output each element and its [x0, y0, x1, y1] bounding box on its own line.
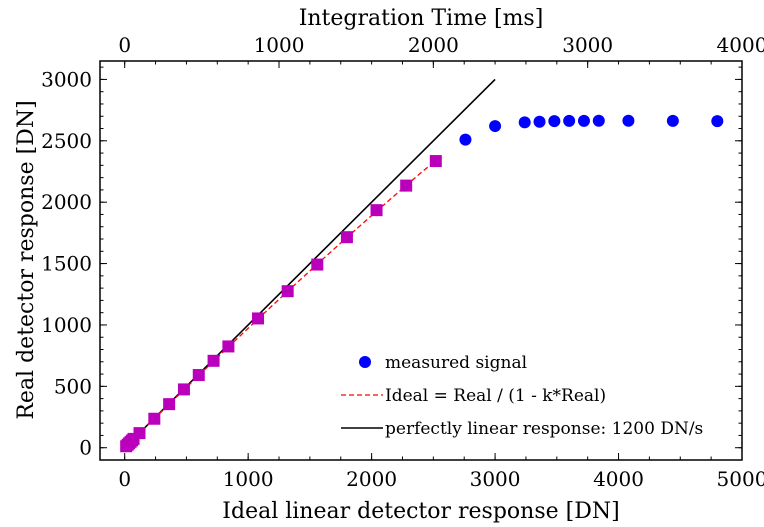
measured-point — [548, 115, 561, 128]
legend-linear-label: perfectly linear response: 1200 DN/s — [385, 419, 703, 439]
corrected-point — [281, 285, 294, 298]
y-axis-title: Real detector response [DN] — [14, 100, 39, 419]
legend: measured signal Ideal = Real / (1 - k*Rea… — [341, 353, 703, 439]
top-x-tick-label: 1000 — [254, 33, 305, 57]
corrected-point — [207, 354, 220, 367]
markers-layer — [120, 114, 724, 453]
measured-point — [577, 114, 590, 127]
y-tick-label: 0 — [79, 436, 92, 460]
ticks-layer: 0 1000 2000 3000 4000 5000 0 500 1000 1500 2000 250… — [41, 33, 764, 491]
top-x-tick-label: 0 — [118, 33, 131, 57]
y-tick-label: 2500 — [41, 129, 92, 153]
corrected-point — [133, 427, 146, 440]
y-tick-label: 2000 — [41, 190, 92, 214]
measured-point — [459, 133, 472, 146]
x-tick-label: 4000 — [593, 467, 644, 491]
measured-point — [666, 114, 679, 127]
corrected-point — [177, 383, 190, 396]
corrected-point — [400, 179, 413, 192]
x-tick-label: 1000 — [223, 467, 274, 491]
corrected-point — [340, 231, 353, 244]
x-tick-label: 0 — [118, 467, 131, 491]
measured-point — [533, 115, 546, 128]
corrected-point — [192, 369, 205, 382]
measured-point — [489, 120, 502, 133]
x-tick-label: 2000 — [346, 467, 397, 491]
y-tick-label: 1500 — [41, 252, 92, 276]
top-x-tick-label: 4000 — [717, 33, 764, 57]
measured-point — [622, 114, 635, 127]
x-axis-title: Ideal linear detector response [DN] — [222, 499, 619, 524]
measured-point — [592, 114, 605, 127]
corrected-point — [148, 412, 161, 425]
corrected-point — [252, 312, 265, 325]
legend-measured-marker — [359, 356, 371, 368]
y-tick-label: 3000 — [41, 67, 92, 91]
top-x-tick-label: 3000 — [562, 33, 613, 57]
measured-point — [518, 116, 531, 129]
measured-point — [563, 114, 576, 127]
top-x-axis-title: Integration Time [ms] — [299, 6, 544, 31]
measured-point — [711, 115, 724, 128]
y-tick-label: 500 — [54, 374, 92, 398]
x-tick-label: 5000 — [717, 467, 764, 491]
top-x-tick-label: 2000 — [408, 33, 459, 57]
corrected-point — [222, 340, 235, 353]
corrected-point — [429, 155, 442, 168]
legend-ideal-label: Ideal = Real / (1 - k*Real) — [385, 386, 606, 406]
corrected-point — [163, 398, 176, 411]
legend-measured-label: measured signal — [385, 353, 527, 373]
plot-frame — [99, 60, 743, 461]
y-tick-label: 1000 — [41, 313, 92, 337]
corrected-point — [311, 258, 324, 271]
corrected-point — [370, 204, 383, 217]
x-tick-label: 3000 — [470, 467, 521, 491]
